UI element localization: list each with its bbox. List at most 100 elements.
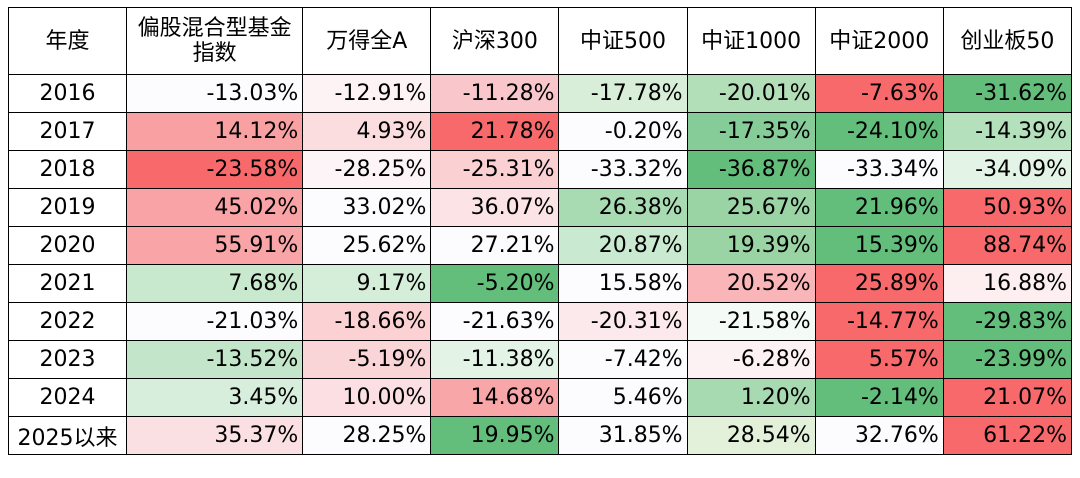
return-cell: 15.58% bbox=[558, 264, 688, 303]
return-cell: 19.39% bbox=[686, 226, 816, 265]
table-row: 2020 55.91% 25.62% 27.21% 20.87% 19.39% 15.39%… bbox=[7, 226, 1073, 265]
year-cell: 2017 bbox=[7, 112, 128, 151]
table-row: 2021 7.68% 9.17% -5.20% 15.58% 20.52% 25.89% 16… bbox=[7, 264, 1073, 303]
year-cell: 2019 bbox=[7, 188, 128, 227]
return-cell: 7.68% bbox=[126, 264, 304, 303]
header-csi2000: 中证2000 bbox=[814, 7, 944, 75]
return-cell: 5.57% bbox=[814, 340, 944, 379]
return-cell: -23.99% bbox=[942, 340, 1073, 379]
return-cell: 20.87% bbox=[558, 226, 688, 265]
header-csi300: 沪深300 bbox=[430, 7, 560, 75]
return-cell: -33.34% bbox=[814, 150, 944, 189]
return-cell: 10.00% bbox=[302, 378, 432, 417]
return-cell: -12.91% bbox=[302, 74, 432, 113]
table-row: 2017 14.12% 4.93% 21.78% -0.20% -17.35% -24.10… bbox=[7, 112, 1073, 151]
return-cell: -17.78% bbox=[558, 74, 688, 113]
return-cell: 25.89% bbox=[814, 264, 944, 303]
year-cell: 2023 bbox=[7, 340, 128, 379]
year-cell: 2020 bbox=[7, 226, 128, 265]
return-cell: -13.52% bbox=[126, 340, 304, 379]
return-cell: 14.12% bbox=[126, 112, 304, 151]
return-cell: -20.01% bbox=[686, 74, 816, 113]
return-cell: 9.17% bbox=[302, 264, 432, 303]
return-cell: -5.20% bbox=[430, 264, 560, 303]
return-cell: 50.93% bbox=[942, 188, 1073, 227]
year-cell: 2022 bbox=[7, 302, 128, 341]
return-cell: 20.52% bbox=[686, 264, 816, 303]
header-csi1000: 中证1000 bbox=[686, 7, 816, 75]
return-cell: 21.78% bbox=[430, 112, 560, 151]
return-cell: -17.35% bbox=[686, 112, 816, 151]
return-cell: 28.25% bbox=[302, 416, 432, 455]
return-cell: -28.25% bbox=[302, 150, 432, 189]
year-cell: 2025以来 bbox=[7, 416, 128, 455]
table-row: 2019 45.02% 33.02% 36.07% 26.38% 25.67% 21.96%… bbox=[7, 188, 1073, 227]
return-cell: 27.21% bbox=[430, 226, 560, 265]
table-row: 2023 -13.52% -5.19% -11.38% -7.42% -6.28% 5.57… bbox=[7, 340, 1073, 379]
return-cell: -34.09% bbox=[942, 150, 1073, 189]
return-cell: 16.88% bbox=[942, 264, 1073, 303]
return-cell: 45.02% bbox=[126, 188, 304, 227]
return-cell: 19.95% bbox=[430, 416, 560, 455]
table-row: 2025以来 35.37% 28.25% 19.95% 31.85% 28.54% 32.7… bbox=[7, 416, 1073, 455]
return-cell: 25.62% bbox=[302, 226, 432, 265]
return-cell: -24.10% bbox=[814, 112, 944, 151]
return-cell: 88.74% bbox=[942, 226, 1073, 265]
return-cell: 4.93% bbox=[302, 112, 432, 151]
return-cell: 21.96% bbox=[814, 188, 944, 227]
return-cell: -21.63% bbox=[430, 302, 560, 341]
header-csi500: 中证500 bbox=[558, 7, 688, 75]
return-cell: -21.58% bbox=[686, 302, 816, 341]
return-cell: 32.76% bbox=[814, 416, 944, 455]
header-year: 年度 bbox=[7, 7, 128, 75]
return-cell: -20.31% bbox=[558, 302, 688, 341]
return-cell: 31.85% bbox=[558, 416, 688, 455]
return-cell: -14.77% bbox=[814, 302, 944, 341]
return-cell: -36.87% bbox=[686, 150, 816, 189]
year-cell: 2024 bbox=[7, 378, 128, 417]
return-cell: -31.62% bbox=[942, 74, 1073, 113]
return-cell: -7.63% bbox=[814, 74, 944, 113]
return-cell: -21.03% bbox=[126, 302, 304, 341]
return-cell: 15.39% bbox=[814, 226, 944, 265]
return-cell: -5.19% bbox=[302, 340, 432, 379]
return-cell: -25.31% bbox=[430, 150, 560, 189]
return-cell: -0.20% bbox=[558, 112, 688, 151]
return-cell: -11.28% bbox=[430, 74, 560, 113]
return-cell: 25.67% bbox=[686, 188, 816, 227]
return-cell: 21.07% bbox=[942, 378, 1073, 417]
return-cell: 61.22% bbox=[942, 416, 1073, 455]
table-row: 2016 -13.03% -12.91% -11.28% -17.78% -20.01% -… bbox=[7, 74, 1073, 113]
return-cell: 5.46% bbox=[558, 378, 688, 417]
return-cell: 14.68% bbox=[430, 378, 560, 417]
return-cell: 33.02% bbox=[302, 188, 432, 227]
year-cell: 2016 bbox=[7, 74, 128, 113]
return-cell: -33.32% bbox=[558, 150, 688, 189]
return-cell: -29.83% bbox=[942, 302, 1073, 341]
return-cell: 3.45% bbox=[126, 378, 304, 417]
return-cell: -2.14% bbox=[814, 378, 944, 417]
return-cell: -18.66% bbox=[302, 302, 432, 341]
return-cell: 35.37% bbox=[126, 416, 304, 455]
return-cell: -6.28% bbox=[686, 340, 816, 379]
return-cell: -11.38% bbox=[430, 340, 560, 379]
return-cell: 28.54% bbox=[686, 416, 816, 455]
table-row: 2018 -23.58% -28.25% -25.31% -33.32% -36.87% -… bbox=[7, 150, 1073, 189]
return-cell: 26.38% bbox=[558, 188, 688, 227]
return-cell: -23.58% bbox=[126, 150, 304, 189]
return-cell: -13.03% bbox=[126, 74, 304, 113]
year-cell: 2018 bbox=[7, 150, 128, 189]
header-row: 年度 偏股混合型基金指数 万得全A 沪深300 中证500 中证1000 中证2… bbox=[7, 7, 1073, 75]
year-cell: 2021 bbox=[7, 264, 128, 303]
returns-table: 年度 偏股混合型基金指数 万得全A 沪深300 中证500 中证1000 中证2… bbox=[7, 7, 1073, 455]
return-cell: -7.42% bbox=[558, 340, 688, 379]
header-wind-all-a: 万得全A bbox=[302, 7, 432, 75]
return-cell: 55.91% bbox=[126, 226, 304, 265]
table-row: 2022 -21.03% -18.66% -21.63% -20.31% -21.58% -… bbox=[7, 302, 1073, 341]
return-cell: -14.39% bbox=[942, 112, 1073, 151]
header-fund-index: 偏股混合型基金指数 bbox=[126, 7, 304, 75]
header-chinext50: 创业板50 bbox=[942, 7, 1073, 75]
table-row: 2024 3.45% 10.00% 14.68% 5.46% 1.20% -2.14% 21.… bbox=[7, 378, 1073, 417]
return-cell: 1.20% bbox=[686, 378, 816, 417]
return-cell: 36.07% bbox=[430, 188, 560, 227]
